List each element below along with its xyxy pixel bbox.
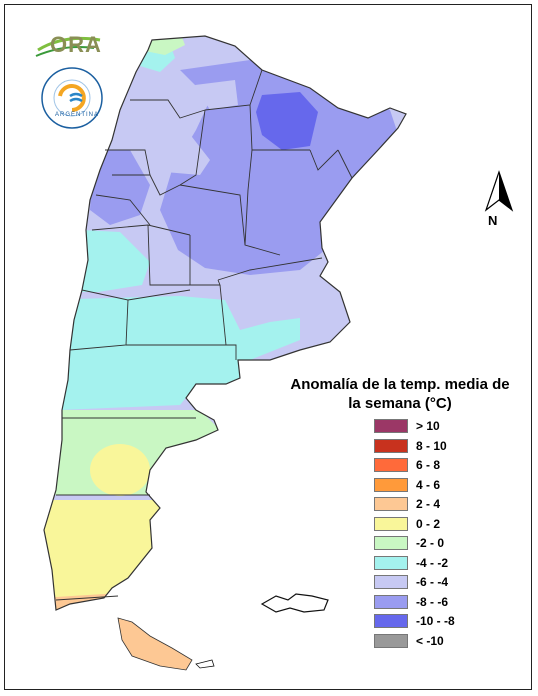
map-frame (4, 4, 532, 690)
legend-title: Anomalía de la temp. media de la semana … (290, 376, 510, 412)
legend-label: > 10 (416, 419, 440, 433)
ora-logo-text: ORA (50, 32, 102, 57)
legend-swatch (374, 438, 408, 453)
smn-seal-logo (41, 67, 103, 129)
legend-label: -6 - -4 (416, 575, 449, 589)
legend-swatch (374, 555, 408, 570)
legend-label: 4 - 6 (416, 477, 441, 492)
smn-country-text: ARGENTINA (55, 112, 100, 118)
legend-swatch (374, 419, 408, 433)
legend-label: 8 - 10 (416, 438, 447, 453)
legend-swatch (374, 516, 408, 531)
north-arrow-icon (484, 170, 514, 212)
legend-swatch (374, 536, 408, 550)
legend-swatch (374, 477, 408, 492)
legend-swatch (374, 633, 408, 648)
legend-label: 6 - 8 (416, 458, 441, 472)
legend-swatch (374, 497, 408, 511)
north-label: N (488, 213, 498, 228)
legend-label: 0 - 2 (416, 516, 441, 531)
legend-label: -10 - -8 (416, 614, 455, 628)
legend-swatch (374, 458, 408, 472)
legend-label: -8 - -6 (416, 594, 449, 609)
legend-swatch (374, 614, 408, 628)
legend-swatch (374, 575, 408, 589)
legend-label: -2 - 0 (416, 536, 445, 550)
legend-label: < -10 (416, 633, 444, 648)
ora-logo (35, 36, 101, 57)
legend-label: -4 - -2 (416, 555, 449, 570)
legend-swatch (374, 594, 408, 609)
legend-label: 2 - 4 (416, 497, 441, 511)
